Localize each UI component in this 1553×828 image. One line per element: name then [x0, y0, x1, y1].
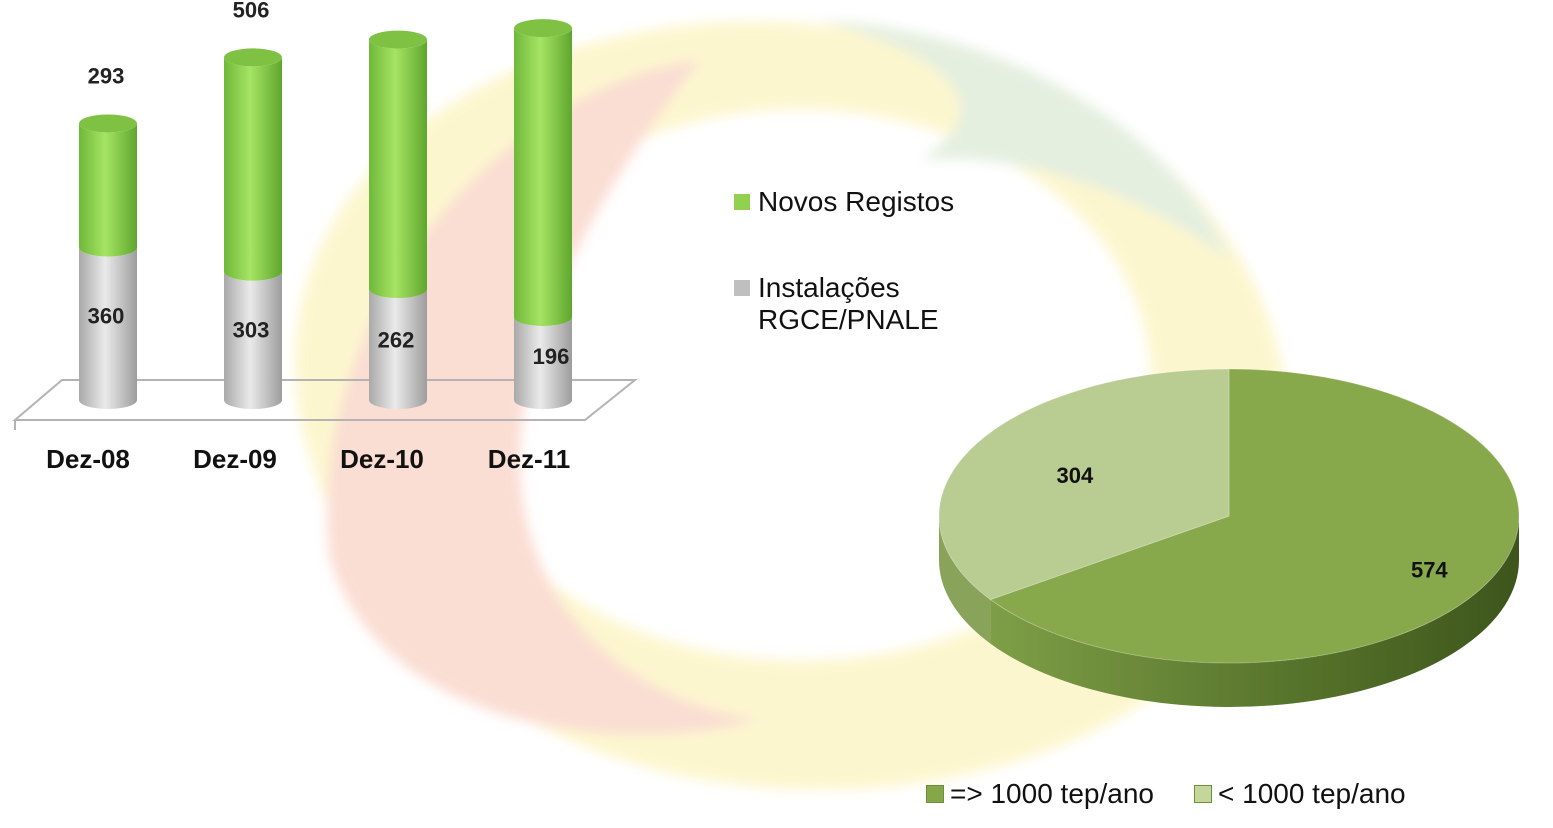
bar-segment-novos-registos-dez-09 [224, 57, 282, 281]
legend-swatch-novos-registos [734, 194, 750, 210]
pie-side-1000-tep-ano [939, 516, 991, 644]
bar-segment-novos-registos-dez-10 [369, 39, 427, 299]
chart-floor [12, 379, 638, 421]
data-label-novos-registos-dez-08: 293 [88, 63, 125, 88]
cylinder-dez-11: 196682 [514, 19, 572, 409]
swirl-red [327, 60, 760, 735]
cylinder-dez-10: 262 589 [369, 0, 427, 409]
cylinder-top-cap-dez-08 [79, 114, 137, 133]
data-label-instala-es-rgce-pnale-dez-08: 360 [88, 304, 125, 329]
category-label-dez-09: Dez-09 [193, 444, 277, 474]
legend-label-above-1000: => 1000 tep/ano [950, 778, 1154, 809]
legend-label-novos-registos: Novos Registos [758, 186, 955, 217]
data-label-novos-registos-dez-10: 589 [378, 0, 415, 5]
bar-segment-instala-es-rgce-pnale-dez-09 [224, 271, 282, 409]
data-label-instala-es-rgce-pnale-dez-09: 303 [233, 318, 270, 343]
pie-value-label-1000-tep-ano: 574 [1411, 557, 1448, 582]
legend-item-above-1000: => 1000 tep/ano [926, 778, 1154, 810]
legend-item-instalacoes: Instalações RGCE/PNALE [734, 272, 1064, 336]
pie-side-1000-tep-ano [990, 516, 1519, 707]
data-label-instala-es-rgce-pnale-dez-10: 262 [378, 328, 415, 353]
bar-segment-instala-es-rgce-pnale-dez-11 [514, 316, 572, 409]
cylinder-top-cap-dez-10 [369, 30, 427, 49]
legend-label-below-1000: < 1000 tep/ano [1217, 778, 1406, 809]
legend-swatch-below-1000 [1193, 785, 1212, 803]
category-label-dez-08: Dez-08 [46, 444, 130, 474]
category-label-dez-10: Dez-10 [340, 444, 424, 474]
swirl-green [820, 20, 1230, 260]
legend-item-novos-registos: Novos Registos [734, 186, 1064, 218]
bar-segment-novos-registos-dez-11 [514, 28, 572, 326]
legend-item-below-1000: < 1000 tep/ano [1193, 778, 1406, 810]
pie-chart-legend: => 1000 tep/ano < 1000 tep/ano [926, 778, 1406, 810]
data-label-instala-es-rgce-pnale-dez-11: 196 [533, 344, 570, 369]
cylinder-dez-08: 360 293 [79, 63, 137, 409]
data-label-novos-registos-dez-09: 506 [233, 0, 270, 22]
cylinder-dez-09: 303 506 [224, 0, 282, 409]
pie-chart: 574 304 [938, 368, 1520, 707]
pie-slice-1000-tep-ano [938, 368, 1230, 601]
stacked-cylinder-chart: 360 293 Dez-08 303 506 Dez-09 262 589 Dez-10 1966… [12, 0, 638, 474]
cylinder-top-cap-dez-11 [514, 19, 572, 38]
legend-swatch-instalacoes [734, 280, 750, 296]
bar-chart-legend: Novos Registos Instalações RGCE/PNALE [734, 186, 1064, 336]
bar-segment-instala-es-rgce-pnale-dez-08 [79, 247, 137, 409]
category-label-dez-11: Dez-11 [488, 444, 570, 474]
pie-value-label-1000-tep-ano: 304 [1057, 463, 1094, 488]
bar-segment-novos-registos-dez-08 [79, 123, 137, 257]
bar-segment-instala-es-rgce-pnale-dez-10 [369, 289, 427, 409]
pie-slice-1000-tep-ano [989, 368, 1520, 664]
legend-label-instalacoes: Instalações RGCE/PNALE [758, 272, 939, 335]
cylinder-top-cap-dez-09 [224, 48, 282, 67]
legend-swatch-above-1000 [926, 785, 944, 803]
